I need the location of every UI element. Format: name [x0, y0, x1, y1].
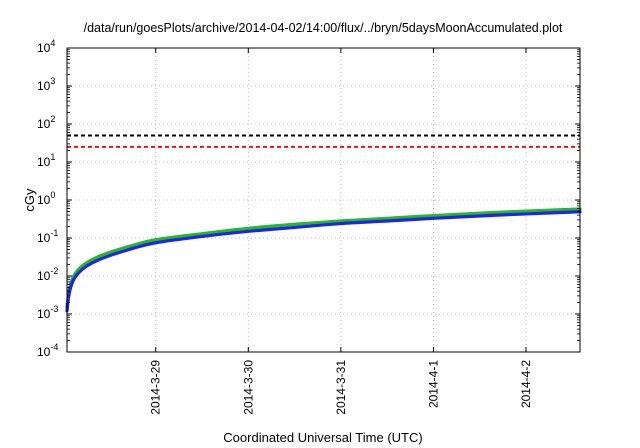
y-tick-exponent: 3 [50, 76, 55, 86]
y-tick-exponent: 1 [50, 152, 55, 162]
y-tick-exponent: -2 [50, 266, 58, 276]
y-tick-exponent: -3 [50, 304, 58, 314]
x-tick-label: 2014-3-29 [149, 360, 163, 415]
series-line-0 [65, 207, 582, 309]
x-tick-label: 2014-3-31 [334, 360, 348, 415]
chart-title: /data/run/goesPlots/archive/2014-04-02/1… [84, 21, 563, 35]
plot-frame [66, 47, 581, 353]
y-tick-exponent: -1 [50, 228, 58, 238]
y-axis-label: cGy [22, 188, 37, 212]
data-series [65, 207, 582, 313]
y-tick-exponent: 2 [50, 114, 55, 124]
x-axis-label: Coordinated Universal Time (UTC) [223, 430, 422, 445]
series-line-1 [65, 210, 582, 313]
y-tick-exponent: -4 [50, 342, 58, 352]
grid-lines [67, 48, 580, 352]
x-tick-label: 2014-3-30 [241, 360, 255, 415]
y-tick-exponent: 0 [50, 190, 55, 200]
x-tick-label: 2014-4-1 [426, 360, 440, 408]
axes [66, 47, 581, 353]
x-tick-label: 2014-4-2 [519, 360, 533, 408]
threshold-lines [67, 134, 580, 148]
y-tick-exponent: 4 [50, 38, 55, 48]
x-tick-labels: 2014-3-29 2014-3-30 2014-3-31 2014-4-1 2014-… [149, 360, 533, 415]
